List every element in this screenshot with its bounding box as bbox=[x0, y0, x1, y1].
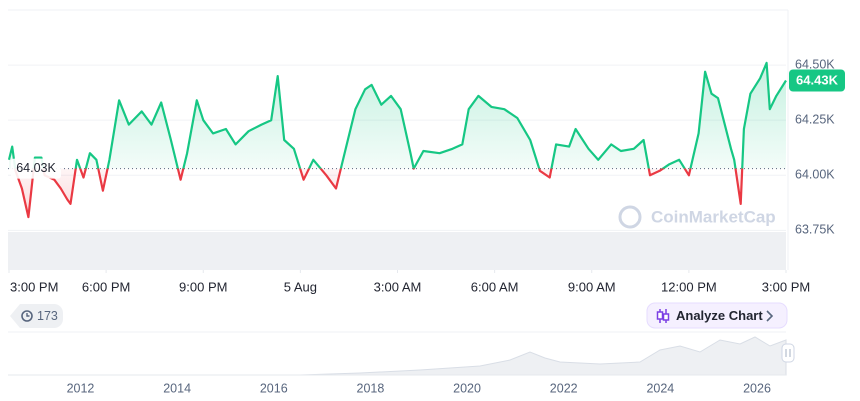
x-tick-label: 9:00 AM bbox=[568, 279, 616, 294]
navigator[interactable] bbox=[8, 331, 795, 376]
navigator-year-label: 2012 bbox=[67, 381, 95, 395]
current-price-box bbox=[789, 69, 845, 92]
baseline-label: 64.03K bbox=[16, 161, 56, 175]
navigator-year-label: 2018 bbox=[357, 381, 385, 395]
navigator-year-label: 2026 bbox=[743, 381, 771, 395]
navigator-year-label: 2020 bbox=[453, 381, 481, 395]
navigator-year-label: 2024 bbox=[646, 381, 674, 395]
area-fill bbox=[9, 62, 786, 218]
y-tick-label: 64.50K bbox=[795, 57, 835, 71]
price-line bbox=[7, 61, 787, 219]
navigator-year-label: 2014 bbox=[163, 381, 191, 395]
current-price-label: 64.43K bbox=[796, 72, 839, 87]
navigator-year-label: 2022 bbox=[550, 381, 578, 395]
y-tick-label: 64.00K bbox=[795, 168, 835, 182]
volume-area bbox=[8, 232, 786, 270]
history-badge[interactable]: 173 bbox=[10, 304, 63, 328]
x-tick-label: 5 Aug bbox=[284, 279, 317, 294]
baseline-label-box bbox=[11, 158, 61, 179]
x-tick-label: 6:00 AM bbox=[471, 279, 519, 294]
x-tick-label: 3:00 PM bbox=[762, 279, 810, 294]
y-tick-label: 63.75K bbox=[795, 223, 835, 237]
x-tick-label: 6:00 PM bbox=[82, 279, 130, 294]
navigator-year-label: 2016 bbox=[260, 381, 288, 395]
x-tick-label: 3:00 PM bbox=[10, 279, 58, 294]
badge-text: 173 bbox=[37, 309, 58, 323]
x-tick-label: 3:00 AM bbox=[374, 279, 422, 294]
y-tick-label: 64.25K bbox=[795, 112, 835, 126]
watermark-text: CoinMarketCap bbox=[651, 207, 776, 226]
x-tick-label: 9:00 PM bbox=[179, 279, 227, 294]
button-text: Analyze Chart bbox=[676, 308, 763, 323]
watermark: CoinMarketCap bbox=[618, 205, 776, 229]
analyze-button[interactable]: Analyze Chart bbox=[646, 302, 788, 329]
x-tick-label: 12:00 PM bbox=[661, 279, 717, 294]
